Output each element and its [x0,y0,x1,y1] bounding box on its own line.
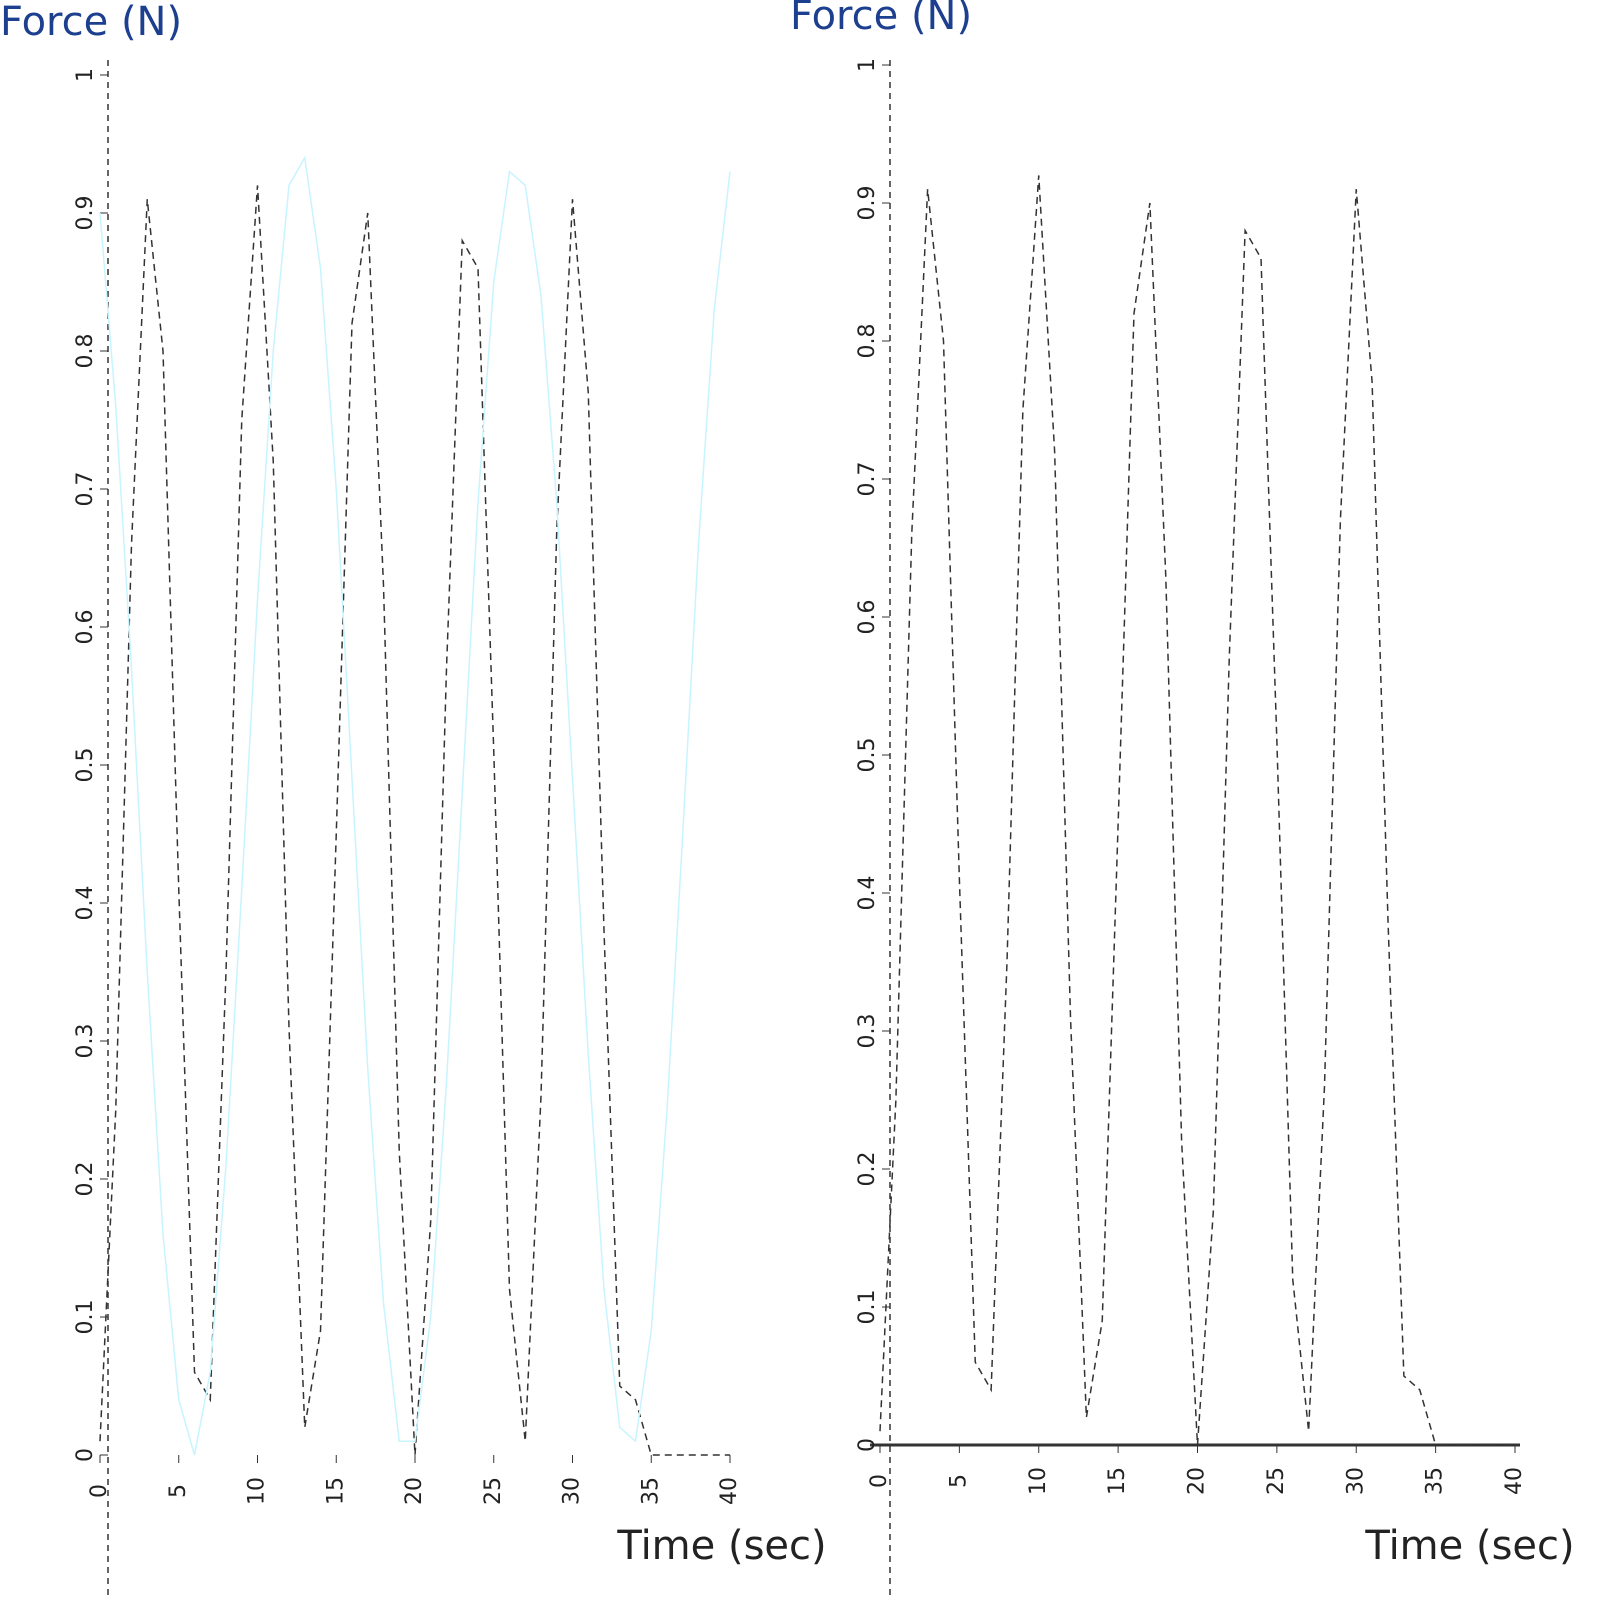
x-tick-label: 40 [717,1477,742,1505]
chart-title: Force (N) [0,0,182,45]
x-tick-label: 25 [1264,1467,1289,1495]
y-tick-label: 0.8 [73,334,98,369]
y-tick-label: 0.1 [73,1300,98,1335]
x-tick-label: 10 [245,1477,270,1505]
x-tick-label: 15 [323,1477,348,1505]
y-tick-label: 1 [855,58,880,72]
x-tick-label: 35 [1423,1467,1448,1495]
x-tick-label: 35 [638,1477,663,1505]
x-tick-label: 30 [1343,1467,1368,1495]
y-tick-label: 0.2 [73,1162,98,1197]
y-tick-label: 0.5 [855,738,880,773]
y-tick-label: 0.1 [855,1290,880,1325]
x-tick-label: 30 [560,1477,585,1505]
chart-title: Force (N) [790,0,972,39]
x-tick-label: 20 [1185,1467,1210,1495]
y-tick-label: 1 [73,68,98,82]
y-tick-label: 0.4 [855,876,880,911]
y-tick-label: 0.9 [855,186,880,221]
x-axis-label: Time (sec) [1364,1523,1574,1569]
y-tick-label: 0.3 [855,1014,880,1049]
x-tick-label: 40 [1502,1467,1527,1495]
y-tick-label: 0.4 [73,886,98,921]
x-tick-label: 5 [946,1474,971,1488]
x-tick-label: 0 [87,1484,112,1498]
y-tick-label: 0.6 [855,600,880,635]
y-tick-label: 0.3 [73,1024,98,1059]
x-tick-label: 5 [166,1484,191,1498]
x-tick-label: 0 [867,1474,892,1488]
data-line [99,185,730,1456]
x-tick-label: 20 [402,1477,427,1505]
y-tick-label: 0.9 [73,196,98,231]
y-tick-label: 0.7 [73,472,98,507]
data-line [879,175,1515,1446]
data-line [99,155,731,1456]
y-tick-label: 0.5 [73,748,98,783]
x-axis-label: Time (sec) [616,1523,826,1569]
y-tick-label: 0.7 [855,462,880,497]
y-tick-label: 0.8 [855,324,880,359]
y-tick-label: 0.6 [73,610,98,645]
x-tick-label: 15 [1105,1467,1130,1495]
y-tick-label: 0 [855,1438,880,1452]
x-tick-label: 25 [481,1477,506,1505]
y-tick-label: 0.2 [855,1152,880,1187]
y-tick-label: 0 [73,1448,98,1462]
x-tick-label: 10 [1026,1467,1051,1495]
